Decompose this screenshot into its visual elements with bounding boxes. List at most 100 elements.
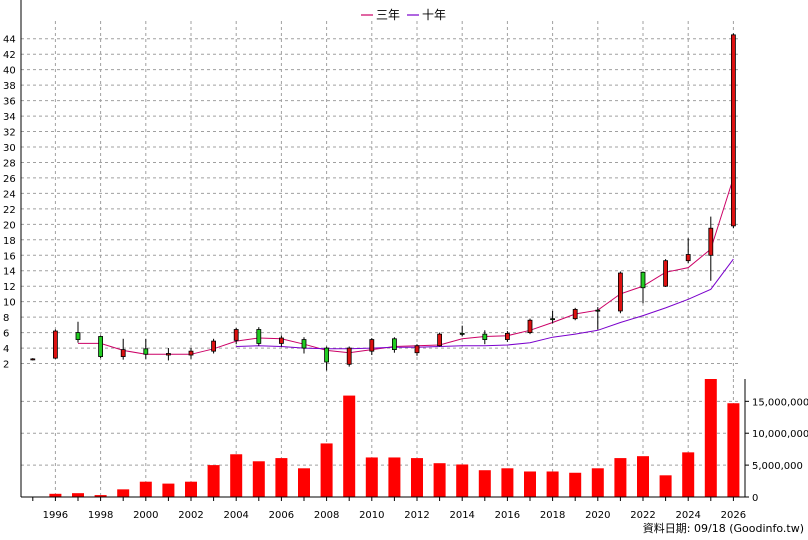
year-tick-label: 2024 <box>675 510 700 521</box>
year-tick-label: 2004 <box>223 510 248 521</box>
candlesticks <box>30 33 736 371</box>
candle-body <box>256 329 262 344</box>
volume-bar <box>252 461 265 497</box>
candle-body <box>98 336 103 357</box>
price-tick-label: 12 <box>3 282 16 293</box>
volume-bar <box>456 464 469 497</box>
candle-body <box>414 345 420 354</box>
candle-body <box>731 34 736 227</box>
candle-body <box>482 333 488 340</box>
candle-body <box>504 332 510 340</box>
tick-labels: 2468101214161820222426283032343638404244… <box>3 35 808 521</box>
volume-bar <box>72 493 84 497</box>
candle-body <box>346 347 352 365</box>
price-tick-label: 14 <box>3 267 16 278</box>
price-tick-label: 32 <box>3 128 16 139</box>
ma-line-10yr <box>236 258 734 350</box>
volume-bar <box>320 443 333 497</box>
candle-body <box>459 332 465 335</box>
volume-bar <box>478 470 491 497</box>
volume-bar <box>388 457 401 497</box>
year-tick-label: 2002 <box>178 510 203 521</box>
volume-bar <box>49 493 62 497</box>
price-tick-label: 6 <box>3 329 9 340</box>
candle-body <box>211 340 217 352</box>
price-tick-label: 18 <box>3 236 16 247</box>
volume-bar <box>501 468 514 497</box>
moving-average-lines <box>78 177 734 355</box>
candle-body <box>53 330 58 359</box>
volume-bar <box>569 472 582 497</box>
price-tick-label: 2 <box>3 360 9 371</box>
volume-bar <box>207 465 220 497</box>
price-grid <box>21 21 741 379</box>
candle-body <box>120 349 126 357</box>
volume-bar <box>411 458 423 497</box>
candle-body <box>640 271 646 289</box>
volume-bar <box>433 463 446 497</box>
price-tick-label: 22 <box>3 205 16 216</box>
price-tick-label: 30 <box>3 143 16 154</box>
year-tick-label: 2014 <box>449 510 474 521</box>
volume-bars <box>49 379 740 497</box>
price-tick-label: 24 <box>3 189 16 200</box>
source-note: 資料日期: 09/18 (Goodinfo.tw) <box>643 521 804 535</box>
volume-bar <box>591 468 604 497</box>
price-tick-label: 40 <box>3 66 16 77</box>
year-tick-label: 2022 <box>630 510 655 521</box>
year-tick-label: 2006 <box>269 510 294 521</box>
price-tick-label: 42 <box>3 50 16 61</box>
volume-tick-label: 0 <box>752 493 758 504</box>
year-tick-label: 2010 <box>359 510 384 521</box>
candle-body <box>369 339 375 352</box>
year-tick-label: 2008 <box>314 510 339 521</box>
candle-body <box>391 338 397 351</box>
ma-line-3yr <box>78 177 734 355</box>
volume-grid <box>21 379 741 497</box>
legend: 三年 十年 <box>361 8 446 22</box>
legend-label-3yr: 三年 <box>376 8 400 22</box>
candle-body <box>30 358 36 361</box>
price-tick-label: 8 <box>3 313 9 324</box>
candle-body <box>143 348 149 355</box>
year-tick-label: 2012 <box>404 510 429 521</box>
candle-body <box>550 318 555 321</box>
price-tick-label: 20 <box>3 220 16 231</box>
year-tick-label: 1998 <box>88 510 113 521</box>
candle-body <box>301 339 307 349</box>
volume-tick-label: 5,000,000 <box>752 461 803 472</box>
volume-bar <box>298 468 310 497</box>
candle-body <box>618 272 623 312</box>
year-tick-label: 2026 <box>721 510 746 521</box>
price-tick-label: 28 <box>3 158 16 169</box>
candle-body <box>437 333 443 347</box>
volume-bar <box>727 403 740 497</box>
candle-body <box>75 332 81 340</box>
candle-body <box>708 227 714 256</box>
volume-tick-label: 15,000,000 <box>752 397 808 408</box>
volume-bar <box>365 457 378 497</box>
axes <box>20 0 749 501</box>
year-tick-label: 2000 <box>133 510 158 521</box>
volume-tick-label: 10,000,000 <box>752 429 808 440</box>
volume-bar <box>524 471 536 497</box>
volume-bar <box>659 475 672 497</box>
volume-bar <box>637 456 649 497</box>
candle-body <box>165 353 171 356</box>
year-tick-label: 2020 <box>585 510 610 521</box>
volume-bar <box>117 489 130 497</box>
candle-body <box>233 329 239 341</box>
volume-bar <box>185 481 197 497</box>
legend-label-10yr: 十年 <box>422 8 446 22</box>
price-tick-label: 34 <box>3 112 16 123</box>
volume-bar <box>139 481 152 497</box>
volume-bar <box>343 395 356 497</box>
year-tick-label: 2018 <box>540 510 565 521</box>
volume-bar <box>682 452 695 497</box>
price-tick-label: 10 <box>3 298 16 309</box>
price-tick-label: 44 <box>3 35 16 46</box>
volume-bar <box>94 495 107 497</box>
candle-body <box>595 309 601 312</box>
candle-body <box>324 347 330 363</box>
